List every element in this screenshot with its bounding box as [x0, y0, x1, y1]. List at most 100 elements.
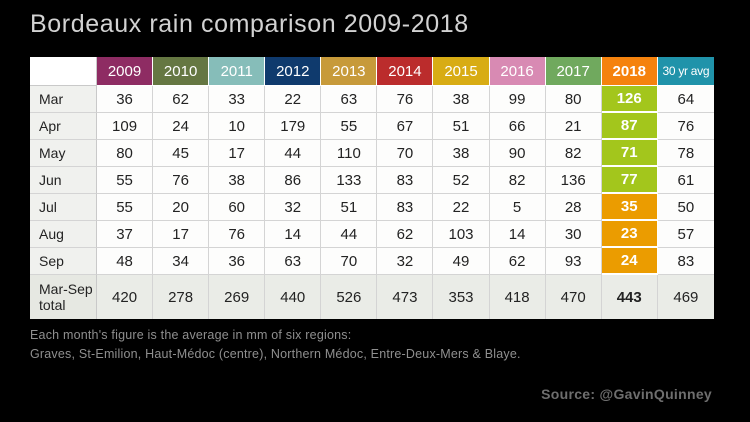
footnote-line-1: Each month's figure is the average in mm…	[30, 328, 352, 342]
cell-mar-sep-total-2018: 443	[601, 275, 658, 319]
table-row-mar-sep-total: Mar-Sep total 420 278 269 440 526 473 353 418 470…	[30, 275, 714, 319]
row-label-aug: Aug	[30, 221, 97, 248]
cell-mar-sep-total-30-yr-avg: 469	[657, 275, 714, 319]
col-header-2009: 2009	[97, 57, 154, 86]
cell-aug-2013: 44	[321, 221, 378, 248]
cell-jun-2014: 83	[377, 167, 434, 194]
cell-jun-2016: 82	[489, 167, 546, 194]
col-header-30-yr-avg: 30 yr avg	[657, 57, 714, 86]
cell-may-2017: 82	[545, 140, 602, 167]
cell-jun-2010: 76	[153, 167, 210, 194]
cell-may-2016: 90	[489, 140, 546, 167]
cell-mar-2012: 22	[265, 86, 322, 113]
footnote-line-2: Graves, St-Emilion, Haut-Médoc (centre),…	[30, 347, 521, 361]
cell-mar-2011: 33	[209, 86, 266, 113]
cell-jul-2018: 35	[601, 194, 658, 221]
col-header-2010: 2010	[153, 57, 210, 86]
col-header-2013: 2013	[321, 57, 378, 86]
cell-mar-2009: 36	[97, 86, 154, 113]
cell-mar-sep-total-2013: 526	[321, 275, 378, 319]
cell-jun-2017: 136	[545, 167, 602, 194]
cell-apr-2015: 51	[433, 113, 490, 140]
cell-jun-2013: 133	[321, 167, 378, 194]
cell-jun-2009: 55	[97, 167, 154, 194]
cell-mar-2013: 63	[321, 86, 378, 113]
cell-sep-2012: 63	[265, 248, 322, 275]
corner-cell	[30, 57, 97, 86]
cell-aug-2014: 62	[377, 221, 434, 248]
cell-mar-2017: 80	[545, 86, 602, 113]
footnote: Each month's figure is the average in mm…	[30, 326, 521, 364]
cell-mar-2014: 76	[377, 86, 434, 113]
cell-aug-2015: 103	[433, 221, 490, 248]
cell-may-30-yr-avg: 78	[657, 140, 714, 167]
cell-jul-2015: 22	[433, 194, 490, 221]
cell-jul-2013: 51	[321, 194, 378, 221]
col-header-2018: 2018	[601, 57, 658, 86]
cell-jul-30-yr-avg: 50	[657, 194, 714, 221]
header-row: 2009 2010 2011 2012 2013 2014 2015 2016 2017 2018…	[30, 57, 714, 86]
cell-aug-2017: 30	[545, 221, 602, 248]
row-label-apr: Apr	[30, 113, 97, 140]
table-row-jul: Jul 55 20 60 32 51 83 22 5 28 35 50	[30, 194, 714, 221]
cell-aug-2009: 37	[97, 221, 154, 248]
cell-sep-2010: 34	[153, 248, 210, 275]
cell-mar-sep-total-2016: 418	[489, 275, 546, 319]
table-row-may: May 80 45 17 44 110 70 38 90 82 71 78	[30, 140, 714, 167]
cell-mar-sep-total-2017: 470	[545, 275, 602, 319]
col-header-2012: 2012	[265, 57, 322, 86]
cell-apr-2018: 87	[601, 113, 658, 140]
cell-mar-sep-total-2010: 278	[153, 275, 210, 319]
col-header-2017: 2017	[545, 57, 602, 86]
cell-mar-sep-total-2014: 473	[377, 275, 434, 319]
table-row-apr: Apr 109 24 10 179 55 67 51 66 21 87 76	[30, 113, 714, 140]
cell-may-2013: 110	[321, 140, 378, 167]
row-label-sep: Sep	[30, 248, 97, 275]
cell-apr-2014: 67	[377, 113, 434, 140]
cell-jul-2011: 60	[209, 194, 266, 221]
cell-mar-sep-total-2009: 420	[97, 275, 154, 319]
cell-mar-sep-total-2015: 353	[433, 275, 490, 319]
cell-apr-30-yr-avg: 76	[657, 113, 714, 140]
cell-aug-30-yr-avg: 57	[657, 221, 714, 248]
cell-jul-2009: 55	[97, 194, 154, 221]
rain-comparison-table: 2009 2010 2011 2012 2013 2014 2015 2016 2017 2018…	[30, 57, 714, 319]
cell-apr-2016: 66	[489, 113, 546, 140]
cell-mar-30-yr-avg: 64	[657, 86, 714, 113]
table-row-jun: Jun 55 76 38 86 133 83 52 82 136 77 61	[30, 167, 714, 194]
row-label-jul: Jul	[30, 194, 97, 221]
cell-aug-2012: 14	[265, 221, 322, 248]
cell-jul-2012: 32	[265, 194, 322, 221]
col-header-2014: 2014	[377, 57, 434, 86]
cell-may-2009: 80	[97, 140, 154, 167]
cell-sep-2014: 32	[377, 248, 434, 275]
cell-mar-sep-total-2012: 440	[265, 275, 322, 319]
cell-sep-2015: 49	[433, 248, 490, 275]
cell-mar-2018: 126	[601, 86, 658, 113]
table-row-aug: Aug 37 17 76 14 44 62 103 14 30 23 57	[30, 221, 714, 248]
cell-may-2014: 70	[377, 140, 434, 167]
cell-sep-2016: 62	[489, 248, 546, 275]
cell-jun-2015: 52	[433, 167, 490, 194]
table-body: Mar 36 62 33 22 63 76 38 99 80 126 64 Apr 109 24 10 179 5…	[30, 86, 714, 319]
table-row-sep: Sep 48 34 36 63 70 32 49 62 93 24 83	[30, 248, 714, 275]
cell-may-2011: 17	[209, 140, 266, 167]
table-row-mar: Mar 36 62 33 22 63 76 38 99 80 126 64	[30, 86, 714, 113]
row-label-may: May	[30, 140, 97, 167]
cell-sep-30-yr-avg: 83	[657, 248, 714, 275]
cell-mar-2010: 62	[153, 86, 210, 113]
cell-jul-2016: 5	[489, 194, 546, 221]
cell-mar-sep-total-2011: 269	[209, 275, 266, 319]
cell-apr-2017: 21	[545, 113, 602, 140]
cell-aug-2010: 17	[153, 221, 210, 248]
row-label-mar: Mar	[30, 86, 97, 113]
cell-sep-2013: 70	[321, 248, 378, 275]
cell-apr-2009: 109	[97, 113, 154, 140]
cell-may-2018: 71	[601, 140, 658, 167]
cell-may-2010: 45	[153, 140, 210, 167]
cell-apr-2012: 179	[265, 113, 322, 140]
cell-aug-2011: 76	[209, 221, 266, 248]
cell-apr-2011: 10	[209, 113, 266, 140]
cell-may-2015: 38	[433, 140, 490, 167]
